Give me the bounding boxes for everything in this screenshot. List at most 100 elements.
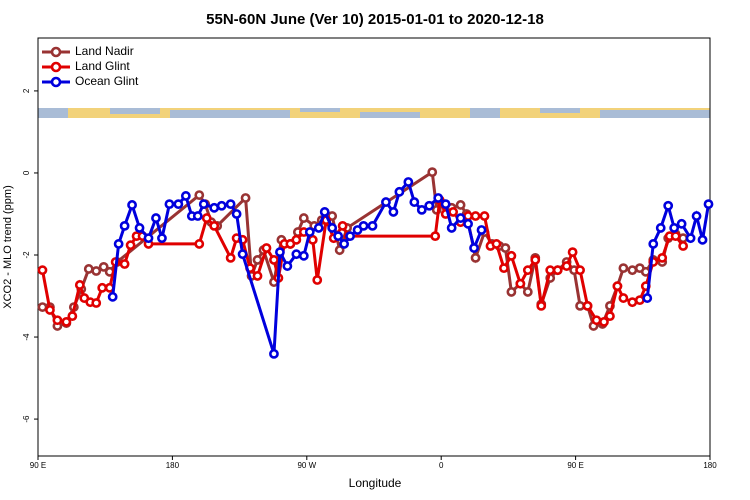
x-tick-label: 90 E	[567, 461, 583, 470]
point	[634, 295, 645, 306]
point	[313, 223, 324, 233]
point	[261, 243, 272, 253]
point	[151, 213, 161, 223]
point	[237, 249, 248, 260]
plot-frame	[37, 37, 711, 457]
point	[37, 265, 48, 276]
point	[657, 252, 668, 263]
point	[164, 199, 175, 210]
x-tick-label: 90 W	[297, 461, 316, 470]
point	[198, 199, 209, 210]
legend-label: Land Glint	[75, 59, 130, 73]
point	[291, 234, 302, 245]
map-strip	[38, 108, 710, 118]
point	[334, 245, 345, 255]
point	[463, 211, 473, 221]
point	[430, 231, 441, 242]
point	[476, 225, 487, 235]
point	[209, 202, 220, 213]
point	[119, 259, 130, 269]
point	[469, 243, 479, 253]
point	[291, 249, 302, 260]
y-axis-label: XCO2 - MLO trend (ppm)	[2, 185, 14, 308]
point	[45, 305, 55, 315]
point	[612, 281, 623, 292]
point	[618, 263, 629, 274]
point	[670, 231, 681, 242]
point	[416, 204, 427, 215]
point	[470, 211, 481, 221]
legend-marker	[50, 61, 62, 73]
point	[209, 220, 220, 231]
point	[530, 255, 541, 265]
point	[388, 207, 399, 217]
y-tick-label: -6	[22, 415, 31, 423]
point	[312, 275, 323, 285]
x-tick-label: 180	[703, 461, 717, 470]
x-axis-label: Longitude	[349, 476, 402, 490]
point	[536, 300, 547, 311]
point	[552, 265, 563, 276]
y-tick-label: -4	[22, 333, 31, 341]
point	[669, 223, 680, 233]
point	[455, 213, 466, 223]
legend-marker	[50, 76, 62, 88]
point	[98, 261, 109, 272]
series	[107, 177, 714, 359]
point	[134, 223, 145, 233]
x-tick-label: 0	[439, 461, 444, 470]
point	[298, 250, 309, 261]
point	[337, 220, 348, 231]
point	[37, 302, 48, 312]
point	[703, 199, 714, 210]
point	[491, 239, 502, 249]
legend-marker	[50, 46, 62, 58]
point	[143, 233, 154, 244]
point	[194, 190, 205, 201]
point	[648, 239, 659, 249]
point	[275, 247, 285, 258]
point	[605, 311, 615, 322]
point	[74, 280, 85, 290]
point	[157, 233, 167, 244]
point	[455, 200, 466, 210]
point	[61, 316, 72, 327]
point	[470, 252, 481, 263]
point	[522, 287, 533, 297]
point	[591, 315, 602, 326]
legend-label: Land Nadir	[75, 44, 134, 58]
point	[599, 316, 609, 327]
point	[463, 218, 473, 229]
point	[192, 211, 203, 221]
x-tick-label: 180	[166, 461, 180, 470]
point	[339, 239, 350, 249]
y-tick-label: 0	[22, 170, 31, 175]
point	[575, 265, 585, 276]
point	[663, 200, 674, 211]
point	[304, 227, 315, 237]
point	[91, 298, 102, 308]
point	[678, 241, 689, 251]
point	[252, 255, 263, 265]
point	[367, 220, 378, 231]
point	[424, 200, 435, 211]
point	[319, 207, 330, 217]
point	[697, 234, 708, 245]
point	[409, 197, 420, 207]
point	[567, 247, 578, 258]
point	[282, 261, 293, 271]
point	[515, 278, 526, 289]
point	[52, 315, 63, 326]
point	[642, 293, 653, 303]
point	[173, 199, 184, 210]
point	[618, 293, 629, 303]
point	[479, 211, 490, 221]
point	[427, 167, 438, 178]
point	[216, 200, 227, 211]
point	[194, 239, 205, 249]
point	[333, 231, 344, 242]
point	[358, 220, 369, 231]
point	[627, 265, 638, 276]
